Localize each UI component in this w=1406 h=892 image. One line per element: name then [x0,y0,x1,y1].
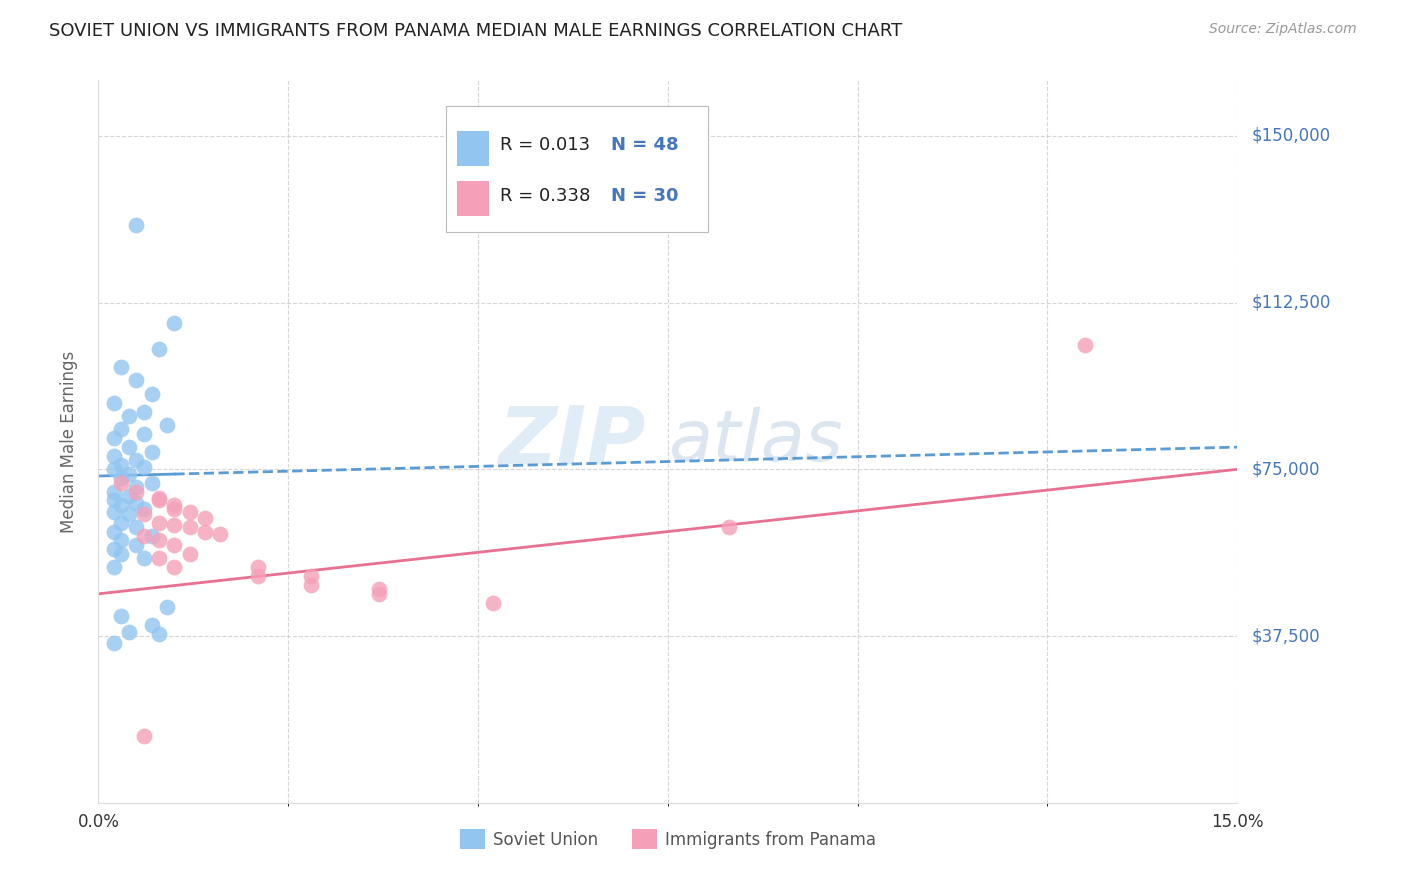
Point [110,533,132,548]
Point [179,520,201,534]
Point [194,524,217,539]
Text: $75,000: $75,000 [1251,460,1320,478]
Point [299,569,322,583]
Text: SOVIET UNION VS IMMIGRANTS FROM PANAMA MEDIAN MALE EARNINGS CORRELATION CHART: SOVIET UNION VS IMMIGRANTS FROM PANAMA M… [49,22,903,40]
Point [103,431,125,445]
Point [368,582,391,597]
Legend: Soviet Union, Immigrants from Panama: Soviet Union, Immigrants from Panama [453,822,883,856]
Point [103,560,125,574]
Point [163,502,186,516]
Text: ZIP: ZIP [498,402,645,481]
Point [132,460,155,475]
Point [110,516,132,530]
Point [103,636,125,650]
Point [132,507,155,521]
Point [246,569,269,583]
Point [118,489,141,503]
Point [148,551,170,566]
Point [148,343,170,357]
Point [118,624,141,639]
Point [125,480,148,494]
Point [141,475,163,490]
Point [103,462,125,476]
Point [141,386,163,401]
Point [125,218,148,232]
Point [208,526,231,541]
Text: atlas: atlas [668,407,842,476]
Point [482,596,505,610]
Point [110,475,132,490]
Text: N = 30: N = 30 [612,187,679,205]
Point [132,551,155,566]
Text: $150,000: $150,000 [1251,127,1330,145]
Point [118,440,141,454]
Point [156,417,179,432]
Text: $112,500: $112,500 [1251,293,1330,311]
Point [110,458,132,472]
Point [125,520,148,534]
Point [163,517,186,532]
Point [368,587,391,601]
Point [103,505,125,519]
Point [132,502,155,516]
Point [125,484,148,499]
Point [163,538,186,552]
Point [103,395,125,409]
Point [110,422,132,436]
Point [103,449,125,463]
Point [156,600,179,615]
Point [141,618,163,632]
Point [141,444,163,458]
Point [103,542,125,557]
FancyBboxPatch shape [446,105,707,232]
Point [141,529,163,543]
Point [148,533,170,548]
Point [125,496,148,510]
Point [148,516,170,530]
Point [179,505,201,519]
Point [118,409,141,423]
Point [110,609,132,624]
Text: R = 0.013: R = 0.013 [501,136,591,154]
Text: $37,500: $37,500 [1251,627,1320,645]
Point [717,520,740,534]
Point [132,404,155,418]
Text: N = 48: N = 48 [612,136,679,154]
Point [1074,338,1097,352]
Point [125,373,148,387]
Point [163,560,186,574]
Point [110,360,132,375]
Point [125,453,148,467]
Point [118,507,141,521]
Text: Source: ZipAtlas.com: Source: ZipAtlas.com [1209,22,1357,37]
Point [148,627,170,641]
Point [163,498,186,512]
Point [148,491,170,506]
Y-axis label: Median Male Earnings: Median Male Earnings [59,351,77,533]
Point [110,547,132,561]
Point [110,471,132,485]
Point [246,560,269,574]
Bar [457,181,489,216]
Point [148,493,170,508]
Point [110,498,132,512]
Point [132,529,155,543]
Point [125,538,148,552]
Point [132,729,155,743]
Point [103,493,125,508]
Bar [457,131,489,166]
Point [163,316,186,330]
Point [179,547,201,561]
Point [299,578,322,592]
Point [103,484,125,499]
Point [132,426,155,441]
Point [103,524,125,539]
Point [194,511,217,525]
Point [118,467,141,481]
Text: R = 0.338: R = 0.338 [501,187,591,205]
